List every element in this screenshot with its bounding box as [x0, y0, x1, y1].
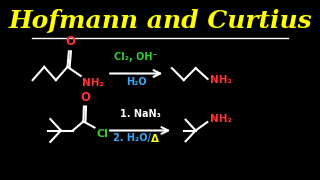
Text: O: O — [80, 91, 90, 104]
Text: NH₂: NH₂ — [210, 114, 232, 124]
Text: 1. NaN₃: 1. NaN₃ — [120, 109, 161, 118]
Text: 2. H₂O/: 2. H₂O/ — [113, 134, 151, 143]
Text: Cl₂, OH⁻: Cl₂, OH⁻ — [115, 52, 158, 62]
Text: Δ: Δ — [151, 134, 159, 143]
Text: NH₂: NH₂ — [210, 75, 232, 85]
Text: H₂O: H₂O — [126, 76, 147, 87]
Text: Hofmann and Curtius: Hofmann and Curtius — [8, 9, 312, 33]
Text: Cl: Cl — [96, 129, 108, 139]
Text: NH₂: NH₂ — [82, 78, 104, 88]
Text: O: O — [65, 35, 75, 48]
